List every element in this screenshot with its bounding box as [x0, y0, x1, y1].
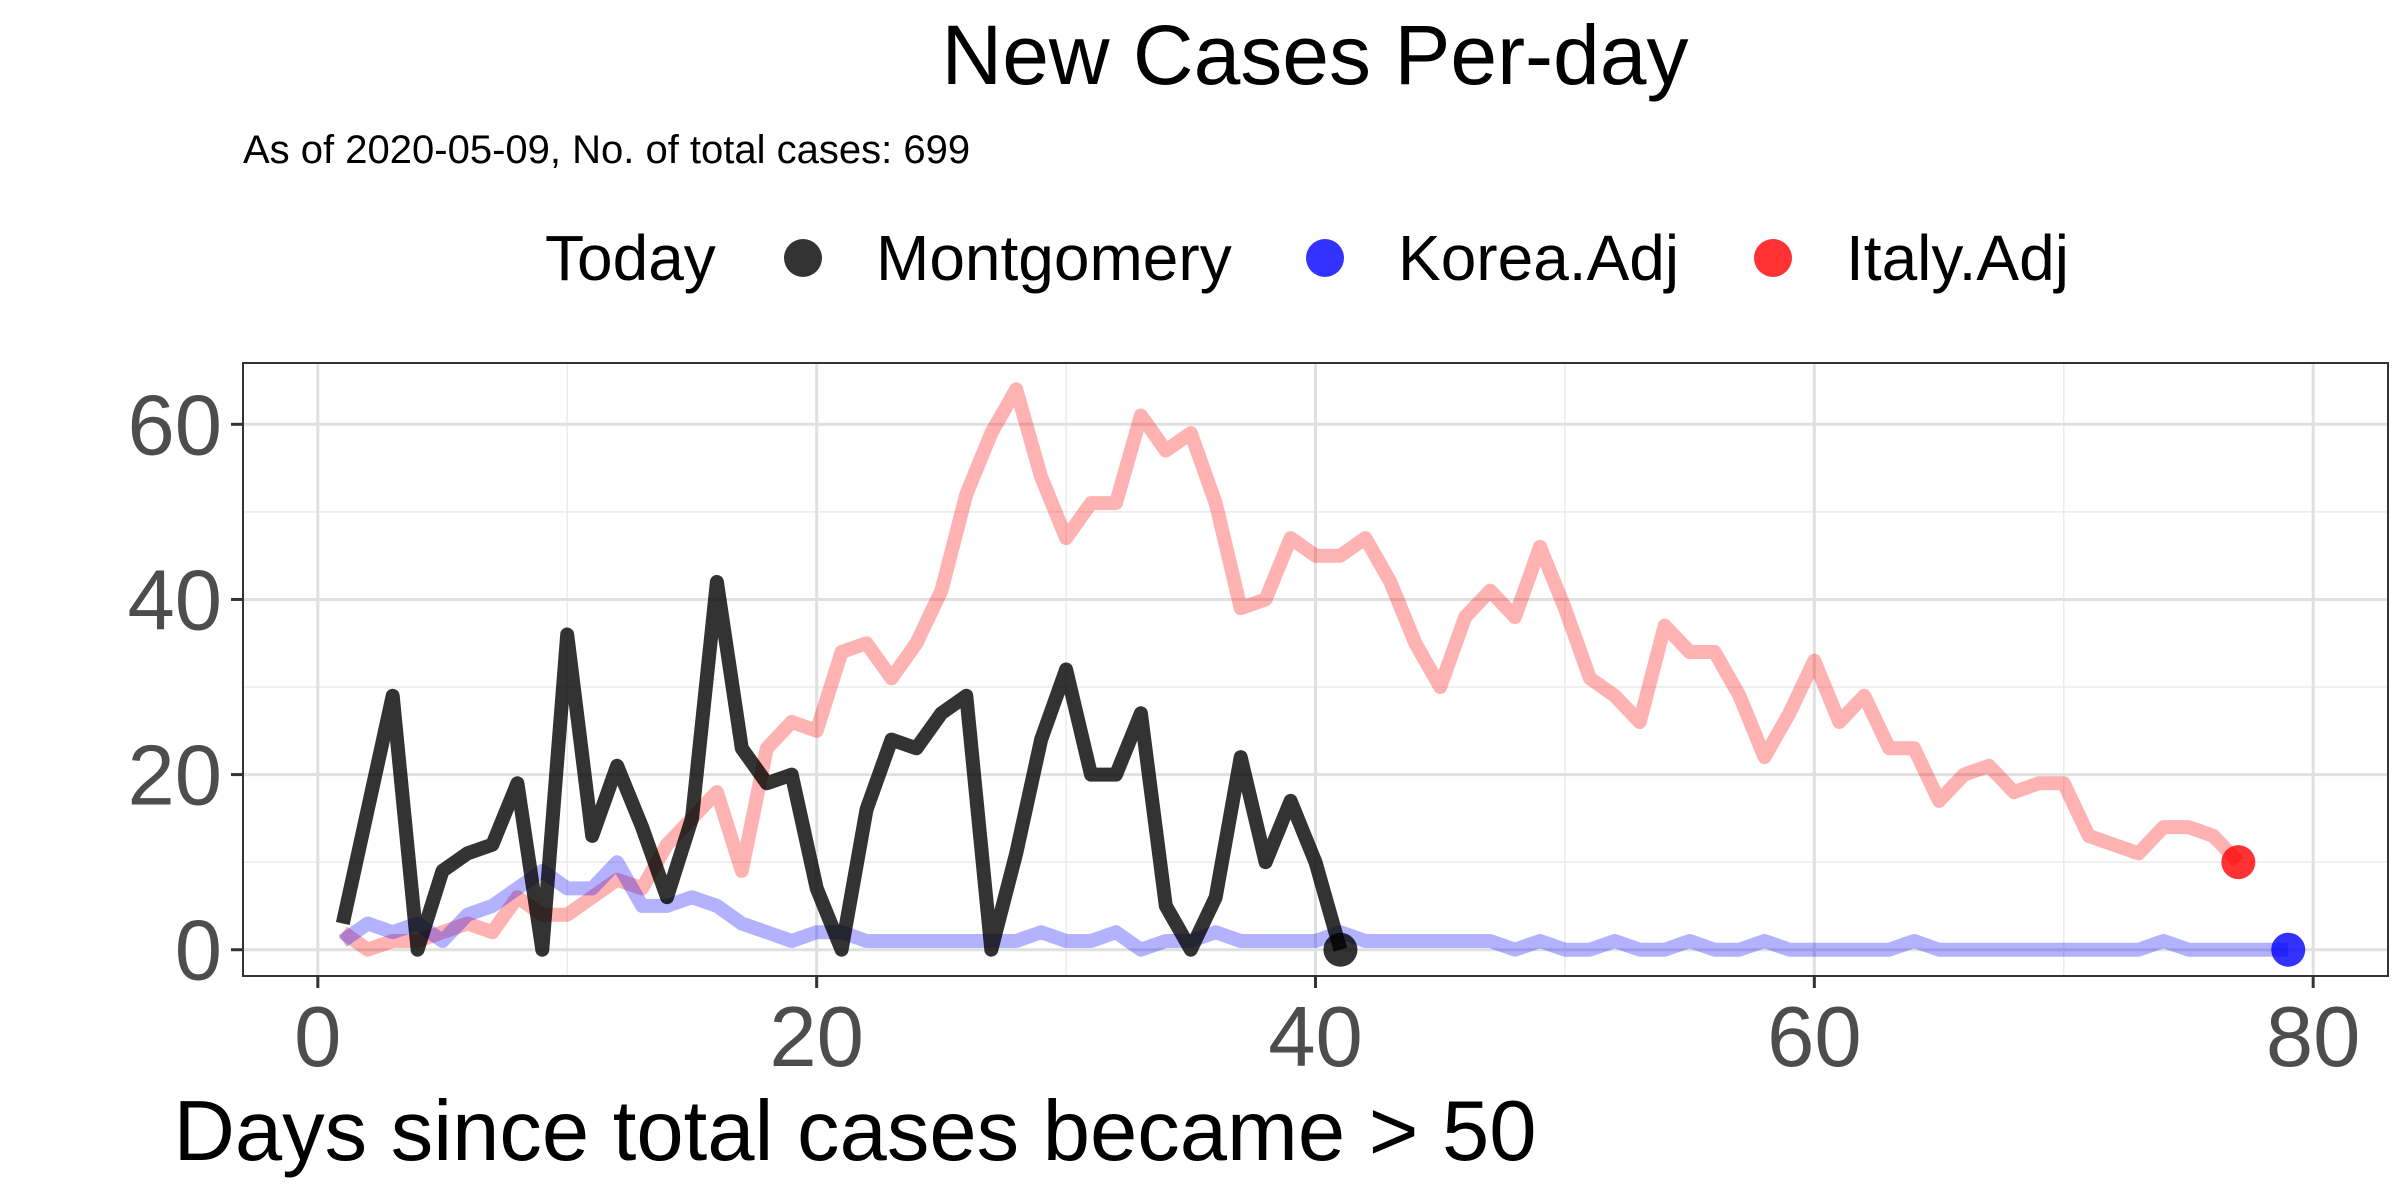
legend-title: Today — [545, 222, 716, 294]
series-line-montgomery — [335, 574, 1348, 957]
x-axis: 0 20 40 60 80 — [294, 976, 2360, 1085]
legend-key-italy-adj — [1754, 239, 1792, 277]
x-tick-label: 60 — [1767, 990, 1862, 1085]
legend: Today Montgomery Korea.Adj Italy.Adj — [545, 222, 2069, 294]
legend-label-korea-adj: Korea.Adj — [1398, 222, 1679, 294]
legend-key-montgomery — [784, 239, 822, 277]
end-point-korea-adj — [2271, 932, 2306, 967]
chart-title: New Cases Per-day — [942, 8, 1689, 102]
end-point-montgomery — [1323, 932, 1358, 967]
plot-panel — [242, 362, 2389, 977]
y-tick-label: 40 — [127, 553, 222, 648]
y-tick-label: 20 — [127, 729, 222, 824]
y-tick-label: 0 — [175, 904, 222, 999]
x-tick-label: 20 — [769, 990, 864, 1085]
series-lines — [335, 382, 2289, 957]
y-axis: 0 20 40 60 — [127, 378, 243, 999]
legend-label-montgomery: Montgomery — [876, 222, 1232, 294]
legend-key-korea-adj — [1306, 239, 1344, 277]
legend-items: Montgomery Korea.Adj Italy.Adj — [784, 222, 2069, 294]
x-axis-title: Days since total cases became > 50 — [173, 1084, 1536, 1179]
series-line-korea-adj — [338, 855, 2289, 957]
legend-label-italy-adj: Italy.Adj — [1846, 222, 2069, 294]
x-tick-label: 40 — [1268, 990, 1363, 1085]
x-tick-label: 0 — [294, 990, 341, 1085]
end-point-italy-adj — [2221, 845, 2256, 880]
y-tick-label: 60 — [127, 378, 222, 473]
x-tick-label: 80 — [2266, 990, 2361, 1085]
end-point-markers — [1323, 845, 2306, 967]
chart-subtitle: As of 2020-05-09, No. of total cases: 69… — [243, 128, 970, 172]
